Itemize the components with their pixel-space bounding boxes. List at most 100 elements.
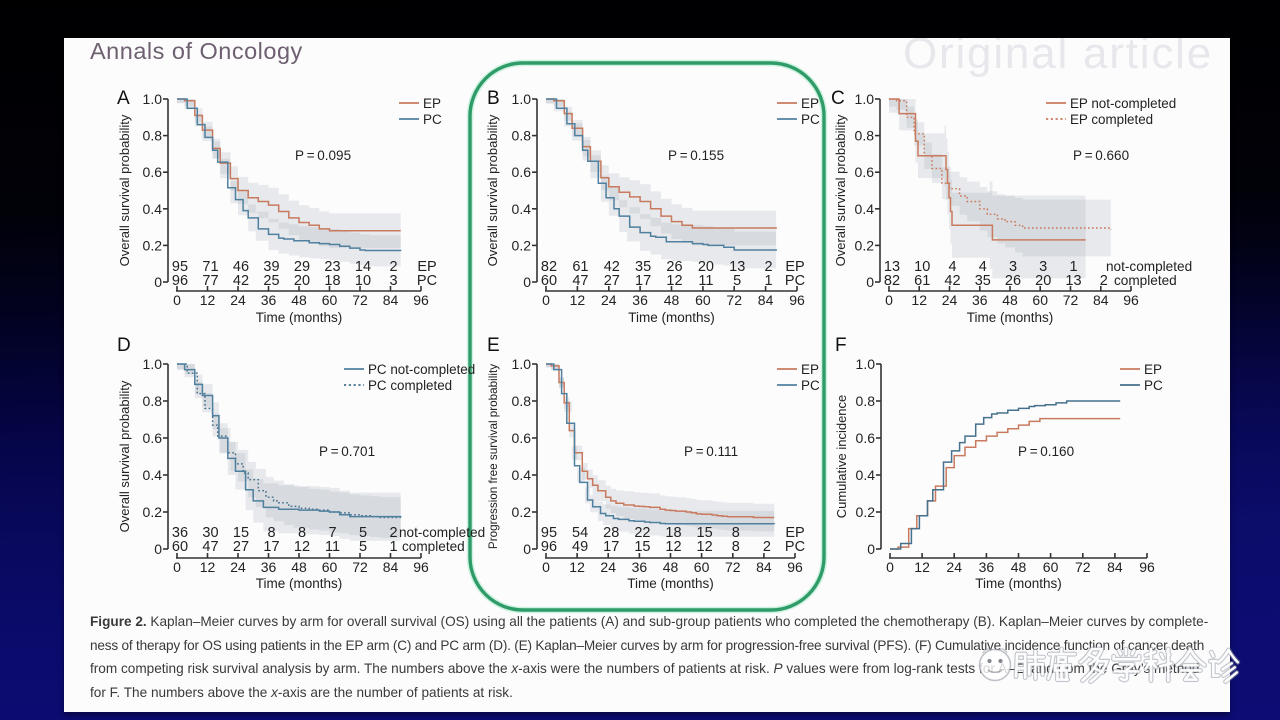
svg-text:12: 12 [666, 273, 682, 289]
svg-text:EP: EP [417, 259, 436, 275]
svg-text:0.4: 0.4 [855, 201, 875, 217]
svg-text:46: 46 [233, 259, 249, 275]
svg-text:7: 7 [328, 525, 336, 541]
svg-text:EP: EP [785, 259, 804, 275]
svg-text:22: 22 [634, 525, 650, 541]
svg-text:61: 61 [572, 259, 588, 275]
svg-text:26: 26 [666, 259, 682, 275]
svg-text:1.0: 1.0 [512, 356, 532, 372]
svg-text:96: 96 [1123, 292, 1139, 308]
svg-text:72: 72 [1075, 559, 1091, 575]
svg-text:1.0: 1.0 [856, 356, 876, 372]
svg-text:24: 24 [600, 559, 616, 575]
svg-text:84: 84 [1093, 292, 1109, 308]
svg-text:12: 12 [911, 292, 927, 308]
svg-text:P = 0.160: P = 0.160 [1018, 444, 1074, 459]
svg-text:36: 36 [632, 292, 648, 308]
svg-text:0.2: 0.2 [143, 237, 163, 253]
svg-text:8: 8 [298, 525, 306, 541]
svg-text:0.6: 0.6 [856, 430, 876, 446]
svg-text:24: 24 [946, 559, 962, 575]
svg-text:0.2: 0.2 [855, 237, 875, 253]
svg-text:72: 72 [725, 559, 741, 575]
svg-text:Overall survival probability: Overall survival probability [833, 114, 848, 266]
svg-text:36: 36 [261, 559, 277, 575]
svg-text:25: 25 [263, 273, 279, 289]
svg-text:Time (months): Time (months) [628, 310, 715, 325]
svg-text:24: 24 [942, 292, 958, 308]
svg-text:1.0: 1.0 [143, 356, 163, 372]
svg-text:10: 10 [914, 259, 930, 275]
svg-text:60: 60 [322, 559, 338, 575]
svg-text:0.6: 0.6 [143, 164, 163, 180]
svg-text:15: 15 [697, 525, 713, 541]
svg-text:48: 48 [1011, 559, 1027, 575]
svg-text:8: 8 [732, 525, 740, 541]
svg-text:12: 12 [697, 539, 713, 555]
svg-text:27: 27 [233, 539, 249, 555]
svg-text:0.8: 0.8 [143, 393, 163, 409]
svg-text:0.2: 0.2 [512, 504, 532, 520]
svg-text:60: 60 [1032, 292, 1048, 308]
svg-text:82: 82 [884, 273, 900, 289]
svg-text:0.4: 0.4 [856, 467, 876, 483]
svg-text:0.2: 0.2 [143, 504, 163, 520]
svg-text:36: 36 [979, 559, 995, 575]
svg-text:2: 2 [1100, 273, 1108, 289]
svg-text:12: 12 [914, 559, 930, 575]
svg-text:42: 42 [233, 273, 249, 289]
svg-text:13: 13 [1065, 273, 1081, 289]
svg-text:Cumulative incidence: Cumulative incidence [834, 395, 849, 519]
svg-text:84: 84 [383, 292, 399, 308]
svg-text:EP completed: EP completed [1070, 112, 1153, 127]
svg-text:54: 54 [572, 525, 588, 541]
svg-text:17: 17 [635, 273, 651, 289]
svg-text:Progression free survival prob: Progression free survival probability [487, 364, 500, 549]
svg-text:17: 17 [603, 539, 619, 555]
svg-text:PC: PC [785, 273, 805, 289]
svg-text:1.0: 1.0 [512, 91, 532, 107]
svg-text:0.8: 0.8 [143, 128, 163, 144]
svg-text:48: 48 [1002, 292, 1018, 308]
svg-text:96: 96 [172, 273, 188, 289]
svg-text:61: 61 [914, 273, 930, 289]
svg-text:26: 26 [1005, 273, 1021, 289]
svg-text:2: 2 [389, 525, 397, 541]
svg-text:39: 39 [263, 259, 279, 275]
svg-text:27: 27 [604, 273, 620, 289]
svg-text:60: 60 [172, 539, 188, 555]
svg-text:EP: EP [1144, 362, 1162, 377]
svg-text:96: 96 [787, 559, 803, 575]
svg-text:Overall survival probability: Overall survival probability [117, 114, 132, 266]
svg-text:0: 0 [542, 559, 550, 575]
svg-text:72: 72 [352, 559, 368, 575]
svg-text:0.4: 0.4 [143, 201, 163, 217]
svg-text:0: 0 [154, 274, 162, 290]
svg-text:12: 12 [570, 292, 586, 308]
svg-text:PC: PC [801, 112, 820, 127]
svg-text:11: 11 [325, 539, 340, 555]
svg-text:11: 11 [698, 273, 713, 289]
svg-text:Time (months): Time (months) [256, 576, 343, 591]
svg-text:24: 24 [230, 292, 246, 308]
svg-text:1: 1 [765, 273, 773, 289]
svg-text:3: 3 [389, 273, 397, 289]
svg-text:2: 2 [763, 539, 771, 555]
svg-text:48: 48 [663, 559, 679, 575]
svg-text:24: 24 [601, 292, 617, 308]
svg-text:18: 18 [665, 525, 681, 541]
svg-text:5: 5 [359, 539, 367, 555]
svg-text:completed: completed [1114, 273, 1177, 288]
svg-text:29: 29 [294, 259, 310, 275]
svg-text:95: 95 [541, 525, 557, 541]
svg-text:0: 0 [885, 292, 893, 308]
svg-text:5: 5 [733, 273, 741, 289]
svg-text:A: A [117, 88, 130, 109]
svg-text:47: 47 [572, 273, 588, 289]
svg-text:F: F [835, 335, 847, 356]
svg-text:EP not-completed: EP not-completed [1070, 96, 1176, 111]
svg-text:EP: EP [801, 96, 819, 111]
svg-text:48: 48 [291, 559, 307, 575]
svg-text:2: 2 [765, 259, 773, 275]
svg-text:not-completed: not-completed [1106, 259, 1192, 274]
